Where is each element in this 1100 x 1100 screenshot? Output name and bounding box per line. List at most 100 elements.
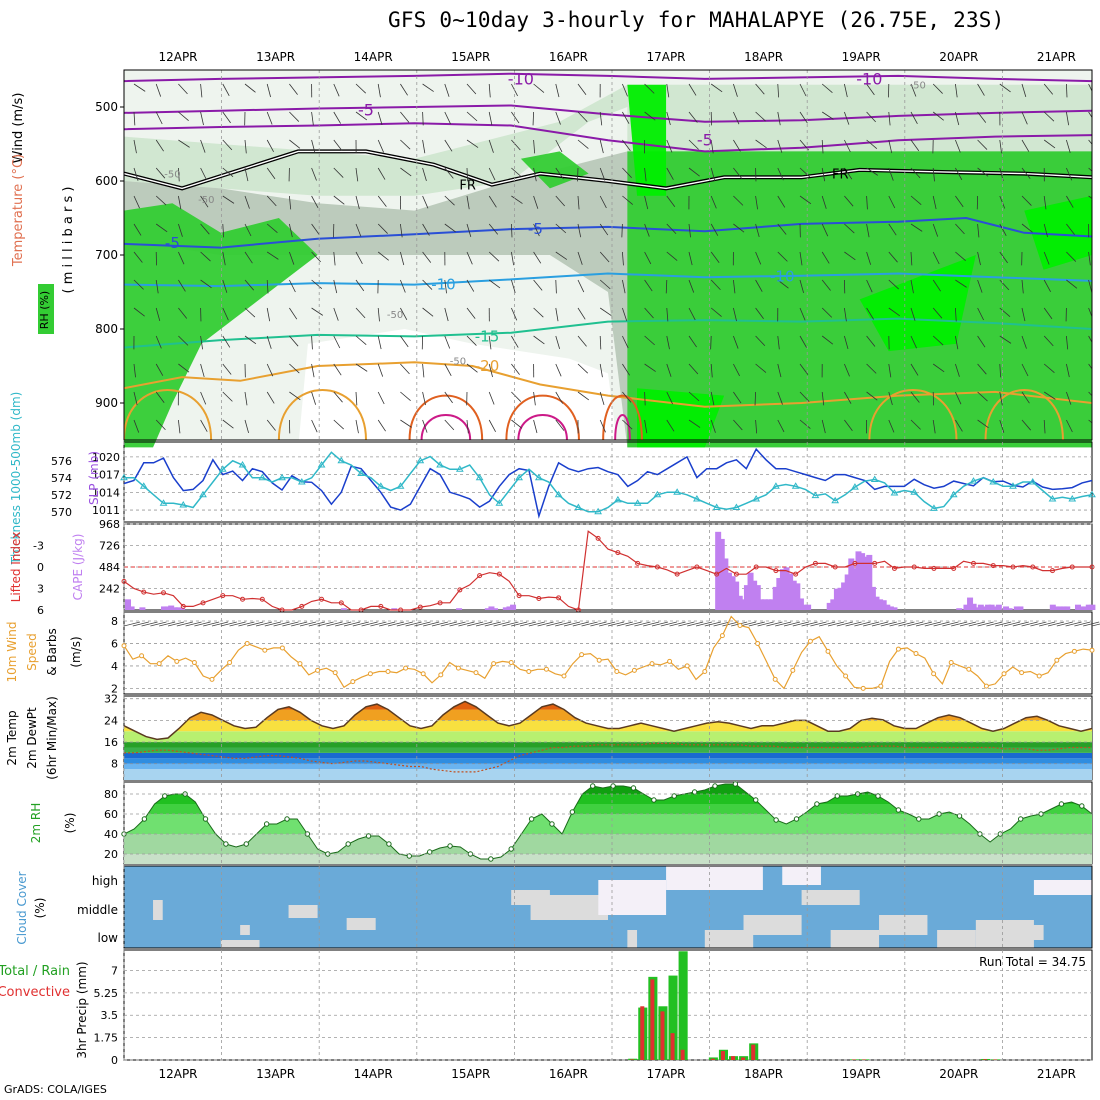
wind-barb bbox=[533, 167, 537, 182]
wind-barb bbox=[622, 167, 632, 178]
wind-barb bbox=[844, 391, 852, 404]
cape-bar bbox=[974, 607, 981, 610]
wind-barb bbox=[466, 223, 472, 237]
cape-bar bbox=[492, 608, 499, 610]
wind-barb bbox=[866, 419, 867, 434]
rh-contour-label: -50 bbox=[198, 195, 214, 206]
surface-wind-barb bbox=[819, 621, 836, 627]
wind-barb bbox=[1066, 167, 1073, 181]
rh-marker bbox=[691, 789, 698, 795]
temp-band bbox=[124, 701, 1092, 710]
wind-barb bbox=[444, 223, 456, 233]
wind-barb bbox=[333, 363, 342, 376]
rh-band bbox=[124, 784, 1092, 794]
surface-wind-barb bbox=[502, 621, 519, 627]
wind-marker bbox=[420, 671, 426, 677]
wind-barb bbox=[555, 363, 562, 377]
wind-barb bbox=[1043, 167, 1045, 182]
wind-barb bbox=[688, 251, 693, 266]
wind-barb bbox=[821, 83, 833, 94]
wind-barb bbox=[244, 307, 256, 318]
wind-barb bbox=[755, 223, 760, 238]
wind-tick-label: 2 bbox=[111, 682, 118, 695]
rh-marker bbox=[1079, 803, 1085, 809]
rh-shade-region bbox=[637, 388, 725, 448]
wind-barb bbox=[821, 111, 834, 120]
cloud-level-label: middle bbox=[77, 903, 118, 917]
wind-barb bbox=[400, 391, 411, 402]
wind-barb bbox=[266, 391, 275, 404]
thickness-marker bbox=[515, 473, 523, 481]
li-marker bbox=[852, 560, 858, 566]
temp-band bbox=[124, 731, 1092, 743]
surface-wind-barb bbox=[211, 621, 229, 627]
cape-bar bbox=[736, 595, 743, 610]
wind-barb bbox=[1066, 251, 1077, 262]
wind-barb bbox=[799, 363, 809, 376]
pressure-tick-label: 700 bbox=[95, 248, 118, 262]
rh-marker bbox=[406, 853, 413, 859]
credit-label: GrADS: COLA/IGES bbox=[4, 1083, 107, 1096]
cape-axis-label: CAPE (J/kg) bbox=[71, 534, 85, 601]
rh-marker bbox=[590, 783, 596, 789]
surface-wind-barb bbox=[555, 621, 572, 627]
wind-barb bbox=[377, 223, 388, 234]
wind-barb bbox=[688, 419, 701, 428]
wind-barb bbox=[710, 83, 723, 93]
surface-wind-barb bbox=[1065, 621, 1082, 627]
wind-barb bbox=[644, 223, 650, 237]
wind-barb bbox=[1066, 335, 1069, 350]
li-marker bbox=[437, 600, 443, 606]
wind-barb bbox=[266, 195, 277, 207]
wind-barb bbox=[511, 251, 515, 266]
wind-barb bbox=[599, 195, 607, 209]
wind-barb bbox=[289, 307, 298, 320]
wind-barb bbox=[710, 363, 713, 378]
wind-barb bbox=[932, 279, 941, 292]
rh-marker bbox=[508, 846, 514, 852]
thickness-marker bbox=[989, 478, 998, 485]
top-date-label: 16APR bbox=[549, 50, 588, 64]
cape-bar bbox=[1049, 604, 1056, 610]
cape-bar bbox=[747, 572, 754, 610]
series-line-thickness bbox=[124, 451, 1093, 513]
wind-barb bbox=[266, 307, 271, 322]
wind-barb bbox=[821, 223, 829, 237]
wind-barb bbox=[511, 335, 519, 348]
wind-barb bbox=[955, 447, 963, 460]
wind-barb bbox=[377, 139, 384, 153]
wind-barb bbox=[644, 83, 655, 94]
wind-barb bbox=[710, 335, 712, 350]
li-axis-label: Lifted Index bbox=[9, 532, 23, 603]
li-marker bbox=[615, 550, 621, 556]
wind-barb bbox=[400, 251, 405, 266]
wind-barb bbox=[289, 195, 292, 210]
wind-barb bbox=[1066, 139, 1071, 153]
wind-barb bbox=[422, 167, 427, 181]
wind-barb bbox=[1088, 223, 1090, 238]
surface-wind-barb bbox=[986, 621, 1003, 627]
wind-barb bbox=[999, 391, 1003, 406]
cloud-patch bbox=[879, 915, 928, 935]
wind-barb bbox=[333, 167, 344, 178]
surface-wind-barb bbox=[995, 621, 1012, 627]
surface-wind-barb bbox=[739, 621, 757, 627]
wind-barb bbox=[133, 391, 138, 406]
wind-barb bbox=[311, 223, 320, 236]
li-marker bbox=[200, 600, 206, 606]
wind-barb bbox=[844, 279, 846, 294]
wind-barb bbox=[355, 83, 367, 94]
li-marker bbox=[595, 535, 601, 541]
wind-marker bbox=[843, 673, 849, 679]
wind-barb bbox=[133, 419, 140, 433]
cape-bar bbox=[171, 607, 178, 610]
wind-barb bbox=[1043, 111, 1055, 122]
wind-barb bbox=[932, 111, 944, 121]
surface-wind-barb bbox=[229, 621, 246, 627]
wind-barb bbox=[577, 195, 580, 210]
li-marker bbox=[635, 560, 641, 566]
rh-marker bbox=[630, 785, 637, 791]
wind-marker bbox=[737, 622, 743, 628]
surface-wind-barb bbox=[863, 621, 880, 627]
thickness-marker bbox=[752, 495, 761, 502]
